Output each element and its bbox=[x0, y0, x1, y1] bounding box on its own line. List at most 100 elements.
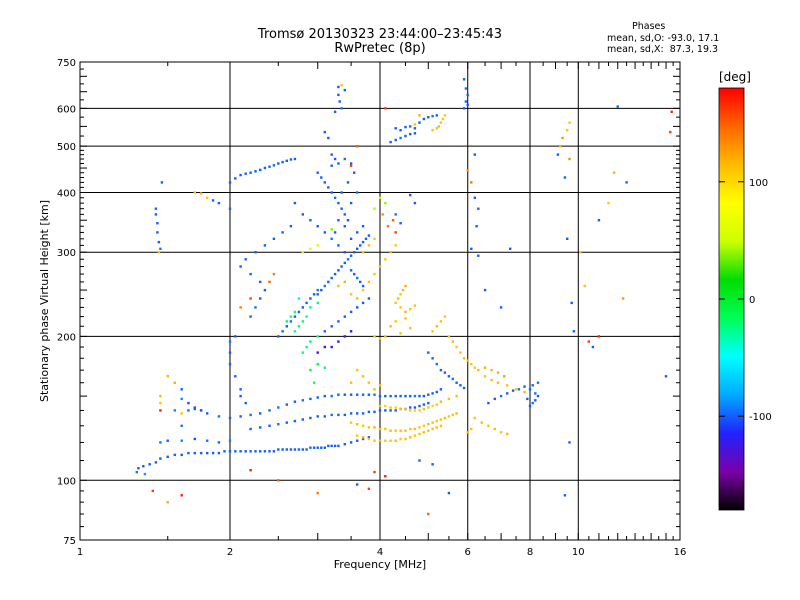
data-point bbox=[151, 489, 154, 493]
data-point bbox=[160, 181, 164, 184]
data-point bbox=[187, 401, 190, 405]
data-point bbox=[333, 272, 337, 276]
data-point bbox=[159, 409, 162, 412]
data-point bbox=[156, 231, 159, 234]
data-point bbox=[399, 222, 402, 225]
data-point bbox=[330, 345, 333, 349]
data-point bbox=[333, 196, 337, 199]
data-point bbox=[470, 181, 473, 184]
data-point bbox=[509, 247, 512, 250]
data-point bbox=[413, 434, 417, 437]
data-point bbox=[435, 426, 438, 429]
data-point bbox=[166, 455, 169, 458]
data-point bbox=[359, 280, 362, 284]
data-point bbox=[346, 181, 350, 184]
data-point bbox=[323, 366, 326, 369]
data-point bbox=[384, 201, 387, 205]
data-point bbox=[621, 297, 625, 300]
data-point bbox=[316, 335, 319, 338]
data-point bbox=[289, 448, 293, 451]
data-point bbox=[455, 394, 458, 398]
data-point bbox=[413, 394, 417, 398]
data-point bbox=[404, 429, 407, 432]
data-point bbox=[431, 392, 434, 395]
data-point bbox=[340, 207, 343, 210]
data-point bbox=[281, 231, 284, 234]
data-point bbox=[579, 251, 582, 254]
data-point bbox=[154, 207, 158, 210]
data-point bbox=[394, 406, 397, 409]
data-point bbox=[451, 340, 454, 343]
data-point bbox=[384, 404, 387, 408]
data-point bbox=[384, 335, 387, 338]
data-point bbox=[607, 201, 610, 205]
data-point bbox=[506, 432, 509, 436]
data-point bbox=[244, 258, 247, 261]
data-point bbox=[346, 219, 350, 222]
y-tick-label: 100 bbox=[57, 476, 76, 487]
data-point bbox=[409, 427, 412, 431]
data-point bbox=[193, 407, 196, 411]
data-point bbox=[309, 219, 312, 222]
data-point bbox=[389, 406, 392, 409]
data-point bbox=[305, 315, 308, 318]
data-point bbox=[534, 392, 537, 395]
data-point bbox=[254, 306, 257, 309]
data-point bbox=[389, 325, 392, 328]
data-point bbox=[373, 388, 376, 391]
chart-subtitle: RwPretec (8p) bbox=[334, 41, 426, 56]
data-point bbox=[669, 130, 672, 134]
data-point bbox=[572, 330, 576, 333]
data-point bbox=[173, 381, 176, 384]
data-point bbox=[455, 381, 458, 384]
data-point bbox=[496, 381, 500, 384]
data-point bbox=[228, 450, 232, 453]
data-point bbox=[447, 415, 451, 418]
data-point bbox=[517, 388, 521, 391]
data-point bbox=[399, 407, 402, 411]
data-point bbox=[435, 419, 438, 423]
data-point bbox=[349, 393, 353, 396]
data-point bbox=[612, 171, 616, 174]
data-point bbox=[187, 451, 190, 455]
data-point bbox=[323, 284, 326, 288]
data-point bbox=[483, 366, 487, 369]
data-point bbox=[281, 160, 284, 164]
data-point bbox=[156, 222, 159, 225]
data-point bbox=[435, 127, 438, 130]
data-point bbox=[435, 390, 438, 394]
colorbar-tick-label: 0 bbox=[749, 295, 755, 306]
data-point bbox=[413, 132, 417, 135]
data-point bbox=[404, 284, 407, 288]
data-point bbox=[422, 431, 426, 434]
stats-o-mode: mean, sd,O: -93.0, 17.1 bbox=[607, 33, 720, 44]
data-point bbox=[228, 439, 232, 442]
data-point bbox=[473, 196, 476, 199]
data-point bbox=[356, 423, 359, 426]
data-point bbox=[343, 157, 346, 161]
data-point bbox=[373, 207, 376, 210]
data-point bbox=[587, 340, 590, 343]
data-point bbox=[597, 219, 601, 222]
data-point bbox=[499, 394, 503, 398]
data-point bbox=[277, 406, 280, 409]
data-point bbox=[289, 158, 293, 161]
colorbar-tick-label: 100 bbox=[749, 178, 768, 189]
data-point bbox=[330, 413, 333, 417]
data-point bbox=[367, 426, 371, 429]
data-point bbox=[312, 446, 316, 449]
data-point bbox=[277, 423, 280, 426]
data-point bbox=[394, 320, 397, 323]
grid-lines bbox=[80, 62, 680, 540]
data-point bbox=[305, 345, 308, 349]
data-point bbox=[499, 306, 503, 309]
data-point bbox=[293, 310, 297, 314]
data-point bbox=[356, 412, 359, 415]
data-point bbox=[330, 228, 333, 231]
data-point bbox=[418, 409, 421, 412]
data-point bbox=[268, 450, 271, 453]
data-point bbox=[404, 394, 407, 398]
data-point bbox=[361, 288, 365, 292]
data-point bbox=[244, 401, 247, 405]
